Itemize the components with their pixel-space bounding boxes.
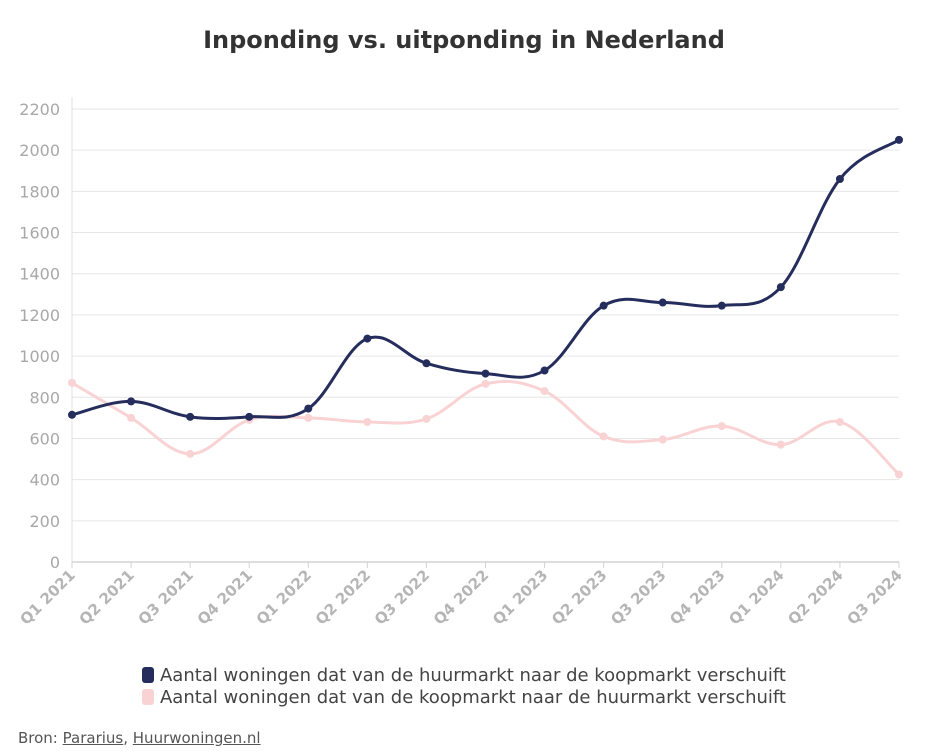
x-tick-label: Q4 2021 (194, 566, 256, 628)
legend-label-series-2: Aantal woningen dat van de koopmarkt naa… (159, 686, 786, 708)
x-tick-label: Q2 2021 (76, 566, 138, 628)
y-tick-label-0: 0 (50, 553, 60, 572)
series-2-point-2[interactable] (186, 449, 195, 458)
y-tick-label-1800: 1800 (19, 182, 60, 201)
series-2-point-14[interactable] (895, 470, 903, 479)
series-2-point-13[interactable] (835, 417, 844, 426)
series-2-point-1[interactable] (127, 413, 136, 422)
x-tick-label: Q3 2021 (135, 566, 197, 628)
chart-title: Inponding vs. uitponding in Nederland (203, 26, 725, 54)
series-2-point-11[interactable] (717, 422, 726, 431)
x-tick-label: Q3 2024 (843, 566, 905, 628)
legend-item-series-1[interactable]: Aantal woningen dat van de huurmarkt naa… (0, 664, 928, 686)
x-tick-label: Q2 2022 (312, 566, 374, 628)
y-axis: 0 200 400 600 800 1000 1200 1400 1600 1800 2000 220… (19, 97, 73, 572)
x-tick-label: Q2 2023 (548, 566, 610, 628)
series-2-point-9[interactable] (599, 432, 608, 441)
series-1-point-9[interactable] (599, 301, 608, 310)
y-tick-label-600: 600 (29, 429, 60, 448)
source-note: Bron: Pararius, Huurwoningen.nl (18, 729, 261, 747)
y-tick-label-800: 800 (29, 388, 60, 407)
y-tick-label-1200: 1200 (19, 306, 60, 325)
x-tick-label: Q1 2022 (253, 566, 315, 628)
y-tick-label-2000: 2000 (19, 141, 60, 160)
series-2-point-4[interactable] (304, 413, 313, 422)
series-1-point-10[interactable] (658, 298, 667, 307)
series-2-point-6[interactable] (422, 414, 431, 423)
grid-lines (72, 108, 899, 522)
series-line-2 (70, 379, 901, 476)
y-tick-label-2200: 2200 (19, 100, 60, 119)
source-link-pararius[interactable]: Pararius (62, 729, 124, 747)
series-2-point-10[interactable] (658, 435, 667, 444)
y-tick-label-1400: 1400 (19, 265, 60, 284)
x-tick-label: Q1 2021 (16, 566, 78, 628)
source-link-huurwoningen[interactable]: Huurwoningen.nl (132, 729, 261, 747)
series-1-point-2[interactable] (186, 412, 195, 421)
series-1-point-8[interactable] (540, 366, 549, 375)
x-tick-label: Q1 2024 (725, 566, 787, 628)
x-tick-label: Q3 2022 (371, 566, 433, 628)
legend-label-series-1: Aantal woningen dat van de huurmarkt naa… (159, 664, 786, 686)
series-1-point-3[interactable] (245, 412, 254, 421)
y-tick-label-400: 400 (29, 471, 60, 490)
y-tick-label-200: 200 (29, 512, 60, 531)
series-2-point-0[interactable] (68, 378, 76, 387)
series-2-point-8[interactable] (540, 387, 549, 396)
series-1-point-1[interactable] (127, 397, 136, 406)
x-tick-label: Q3 2023 (607, 566, 669, 628)
legend-swatch-series-2 (141, 689, 154, 705)
series-layer (68, 135, 903, 479)
series-2-point-7[interactable] (481, 379, 490, 388)
x-tick-label: Q4 2023 (666, 566, 728, 628)
x-tick-label: Q1 2023 (489, 566, 551, 628)
x-tick-label: Q4 2022 (430, 566, 492, 628)
series-1-point-11[interactable] (717, 301, 726, 310)
y-tick-label-1000: 1000 (19, 347, 60, 366)
series-1-point-6[interactable] (422, 359, 431, 368)
series-1-point-7[interactable] (481, 369, 490, 378)
series-1-point-0[interactable] (68, 410, 76, 419)
series-1-point-13[interactable] (835, 175, 844, 184)
series-2-point-5[interactable] (363, 417, 372, 426)
legend-swatch-series-1 (141, 667, 154, 683)
series-1-point-4[interactable] (304, 404, 313, 413)
series-2-point-12[interactable] (776, 440, 785, 449)
series-1-point-14[interactable] (895, 135, 903, 144)
source-prefix: Bron: (18, 729, 63, 747)
x-tick-label: Q2 2024 (784, 566, 846, 628)
series-1-point-12[interactable] (776, 283, 785, 292)
legend: Aantal woningen dat van de huurmarkt naa… (0, 664, 928, 708)
legend-item-series-2[interactable]: Aantal woningen dat van de koopmarkt naa… (0, 686, 928, 708)
source-separator: , (123, 729, 133, 747)
series-1-point-5[interactable] (363, 334, 372, 343)
y-tick-label-1600: 1600 (19, 224, 60, 243)
line-chart: 0 200 400 600 800 1000 1200 1400 1600 1800 2000 220… (16, 97, 906, 628)
